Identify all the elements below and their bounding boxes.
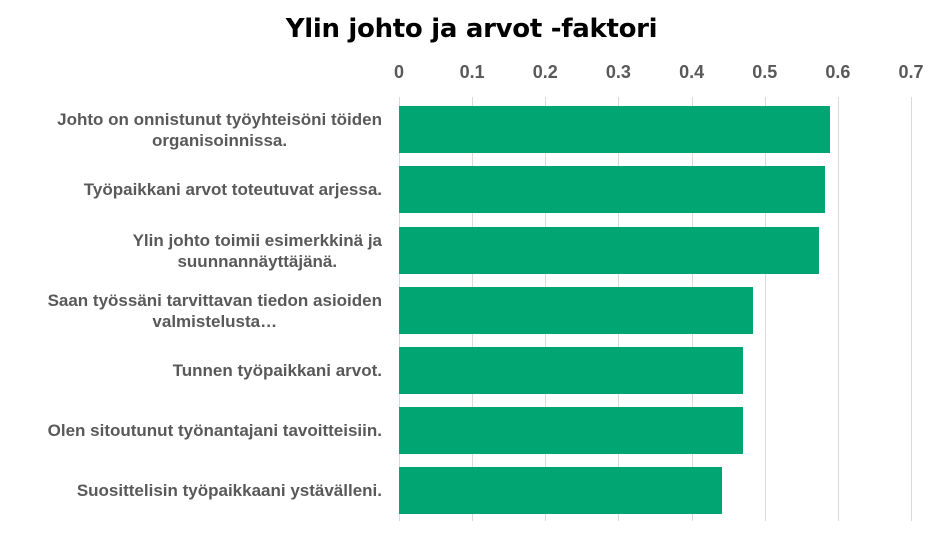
bar (399, 467, 722, 514)
category-label: Työpaikkani arvot toteutuvat arjessa. (83, 180, 382, 199)
category-label: Saan työssäni tarvittavan tiedon asioide… (47, 290, 382, 331)
gridline (837, 97, 839, 521)
x-tick-label: 0.5 (752, 62, 778, 82)
category-label: Olen sitoutunut työnantajani tavoitteisi… (47, 421, 382, 440)
x-tick-label: 0 (393, 62, 405, 82)
bar (399, 166, 825, 213)
category-label: Tunnen työpaikkani arvot. (172, 361, 382, 380)
chart-title-text: Ylin johto ja arvot -faktori (285, 14, 658, 44)
category-label: Suosittelisin työpaikkaani ystävälleni. (76, 481, 382, 500)
bar (399, 287, 754, 334)
gridline (911, 97, 913, 521)
bar (399, 227, 819, 274)
x-tick-label: 0.4 (679, 62, 705, 82)
chart-title: Ylin johto ja arvot -faktori (0, 14, 943, 44)
category-label: Johto on onnistunut työyhteisöni töiden o… (57, 109, 382, 150)
x-tick-label: 0.3 (605, 62, 631, 82)
x-tick-label: 0.7 (898, 62, 924, 82)
x-tick-label: 0.2 (532, 62, 558, 82)
gridline (764, 97, 766, 521)
bar (399, 407, 743, 454)
category-label: Ylin johto toimii esimerkkinä ja suunnann… (132, 230, 382, 271)
bar (399, 347, 743, 394)
x-tick-label: 0.1 (459, 62, 485, 82)
bar (399, 106, 830, 153)
x-tick-label: 0.6 (825, 62, 851, 82)
